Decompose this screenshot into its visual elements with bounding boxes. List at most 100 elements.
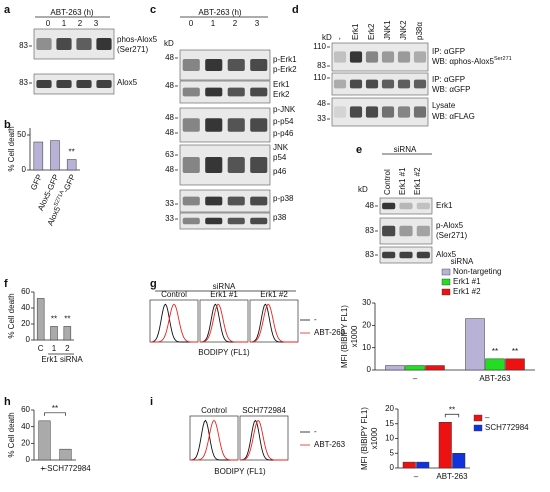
kd-marker: 48: [165, 53, 174, 62]
bar: [50, 326, 58, 341]
blot-band: [381, 106, 395, 118]
blot-band: [182, 87, 200, 97]
kd-marker: 83: [365, 250, 374, 259]
blot-band: [250, 87, 268, 97]
blot-band: [56, 80, 72, 88]
label-part: Alox5: [46, 205, 63, 227]
y-tick-label: 60: [21, 405, 30, 414]
lane-label: 1: [62, 19, 67, 28]
blot-band: [416, 251, 430, 259]
blot-band: [250, 196, 268, 206]
blot-band: [227, 217, 245, 225]
blot-band: [182, 196, 200, 206]
legend-swatch: [441, 268, 451, 276]
legend-label: Non-targeting: [453, 267, 501, 276]
band-label: (Ser271): [436, 231, 467, 240]
lane-label: 1: [211, 19, 216, 28]
histogram-curve: [249, 303, 298, 343]
blot-band: [227, 196, 245, 206]
blot-band: [205, 87, 223, 97]
legend-label: -: [314, 427, 317, 436]
band-label: Alox5: [117, 78, 138, 87]
blot-title: ABT-263 (h): [198, 8, 241, 17]
band-label: p54: [273, 153, 287, 162]
blot-band: [205, 217, 223, 225]
legend-label: -: [314, 315, 317, 324]
annotation: **: [69, 148, 75, 157]
bar: [416, 461, 430, 469]
blot-band: [382, 225, 396, 237]
y-tick-label: 0: [367, 365, 372, 374]
legend-swatch: [441, 278, 451, 286]
bar: [33, 141, 44, 171]
panel-label: b: [4, 119, 11, 131]
y-tick-label: 0: [22, 165, 27, 174]
group-label: siRNA: [394, 145, 417, 154]
x-tick-label: 1: [52, 344, 57, 353]
kd-marker: 33: [165, 199, 174, 208]
legend-label: SCH772984: [485, 423, 529, 432]
panel-label: a: [4, 4, 11, 16]
y-tick-label: 20: [362, 320, 371, 329]
x-tick-label: ABT-263: [436, 472, 468, 481]
blot-band: [96, 80, 112, 88]
bar: [452, 453, 466, 469]
blot-band: [205, 196, 223, 206]
blot: [179, 189, 271, 213]
blot-title: ABT-263 (h): [50, 8, 93, 17]
histogram-curve: [199, 303, 248, 343]
blot-band: [182, 59, 200, 71]
histogram-title: Erk1 #2: [260, 290, 288, 299]
band-label: p-Alox5: [436, 221, 464, 230]
blot: [179, 212, 271, 230]
group-label: siRNA: [213, 282, 236, 291]
x-tick-label: ABT-263: [479, 374, 511, 383]
legend-label: Erk1 #1: [453, 277, 481, 286]
band-label: phos-Alox5: [117, 35, 158, 44]
lane-label: 2: [233, 19, 238, 28]
y-tick-label: 20: [385, 404, 394, 413]
blot-band: [381, 79, 395, 89]
annotation: **: [449, 405, 455, 414]
band-label: p-Erk2: [273, 65, 297, 74]
kd-label: kD: [164, 39, 174, 48]
histogram-title: Erk1 #1: [210, 290, 238, 299]
lane-label: -: [335, 37, 344, 40]
legend-label: Erk1 #2: [453, 287, 481, 296]
annotation: **: [64, 315, 70, 324]
legend-label: –: [485, 413, 490, 422]
y-axis-label: MFI (BIBIPY FL1): [340, 305, 349, 368]
significance-bracket: [444, 413, 460, 418]
lane-label: 2: [78, 19, 83, 28]
blot-band: [96, 38, 112, 50]
y-tick-label: 0: [26, 455, 31, 464]
lane-label: JNK2: [399, 20, 408, 40]
blot-band: [416, 202, 430, 210]
x-group-label: Erk1 siRNA: [41, 355, 83, 364]
kd-marker: 83: [365, 226, 374, 235]
band-label: Alox5: [436, 250, 457, 259]
y-tick-label: 40: [21, 422, 30, 431]
legend-label: ABT-263: [314, 328, 346, 337]
bar: [385, 365, 405, 371]
blot: [379, 197, 433, 215]
bar: [63, 326, 72, 341]
blot-band: [365, 51, 379, 63]
bar: [38, 420, 51, 461]
band-label: p-JNK: [273, 105, 296, 114]
blot-band: [382, 251, 396, 259]
blot-label: WB: αGFP: [432, 85, 470, 94]
panel-label: h: [4, 396, 11, 408]
annotation: **: [52, 404, 58, 413]
histogram-title: Control: [161, 290, 187, 299]
kd-marker: 33: [165, 214, 174, 223]
annotation: **: [51, 315, 57, 324]
kd-marker: 48: [165, 128, 174, 137]
y-tick-label: 60: [21, 287, 30, 296]
blot: [33, 73, 115, 95]
lane-label: Erk1 #1: [398, 167, 407, 195]
band-label: p38: [273, 213, 287, 222]
x-tick-label: –: [413, 374, 418, 383]
y-axis-label: MFI (BIBIPY FL1): [360, 407, 369, 470]
blot-band: [349, 106, 363, 118]
